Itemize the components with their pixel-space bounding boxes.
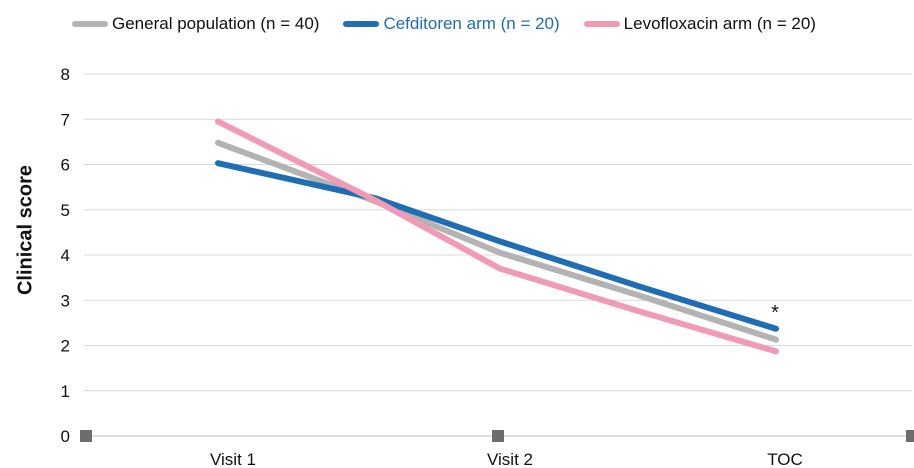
y-tick-label-2: 2 xyxy=(61,337,70,356)
y-tick-label-8: 8 xyxy=(61,65,70,84)
legend-swatch-levofloxacin xyxy=(583,21,620,27)
y-tick-label-6: 6 xyxy=(61,156,70,175)
y-tick-label-4: 4 xyxy=(61,246,70,265)
x-tick-label-2: TOC xyxy=(767,450,803,468)
legend-label-cefditoren: Cefditoren arm (n = 20) xyxy=(383,14,560,33)
series-line-levofloxacin xyxy=(215,118,779,355)
legend-item-general-population: General population (n = 40) xyxy=(72,14,319,34)
x-axis-marker-2 xyxy=(906,430,914,442)
y-tick-label-3: 3 xyxy=(61,291,70,310)
series-line-general-population xyxy=(215,139,779,343)
x-tick-label-1: Visit 2 xyxy=(487,450,533,468)
legend-item-levofloxacin: Levofloxacin arm (n = 20) xyxy=(583,14,816,34)
x-tick-label-0: Visit 1 xyxy=(210,450,256,468)
legend: General population (n = 40) Cefditoren a… xyxy=(0,12,914,36)
y-tick-label-7: 7 xyxy=(61,110,70,129)
legend-swatch-cefditoren xyxy=(343,21,380,27)
x-axis-marker-0 xyxy=(80,430,92,442)
series-line-cefditoren xyxy=(215,160,779,332)
legend-swatch-general-population xyxy=(72,21,108,27)
y-tick-label-5: 5 xyxy=(61,201,70,220)
x-axis-marker-1 xyxy=(492,430,504,442)
y-tick-label-0: 0 xyxy=(61,427,70,446)
legend-label-levofloxacin: Levofloxacin arm (n = 20) xyxy=(623,14,816,33)
legend-item-cefditoren: Cefditoren arm (n = 20) xyxy=(343,14,560,34)
legend-label-general-population: General population (n = 40) xyxy=(112,14,320,33)
annotation-asterisk-0: * xyxy=(771,302,779,324)
y-tick-label-1: 1 xyxy=(61,382,70,401)
